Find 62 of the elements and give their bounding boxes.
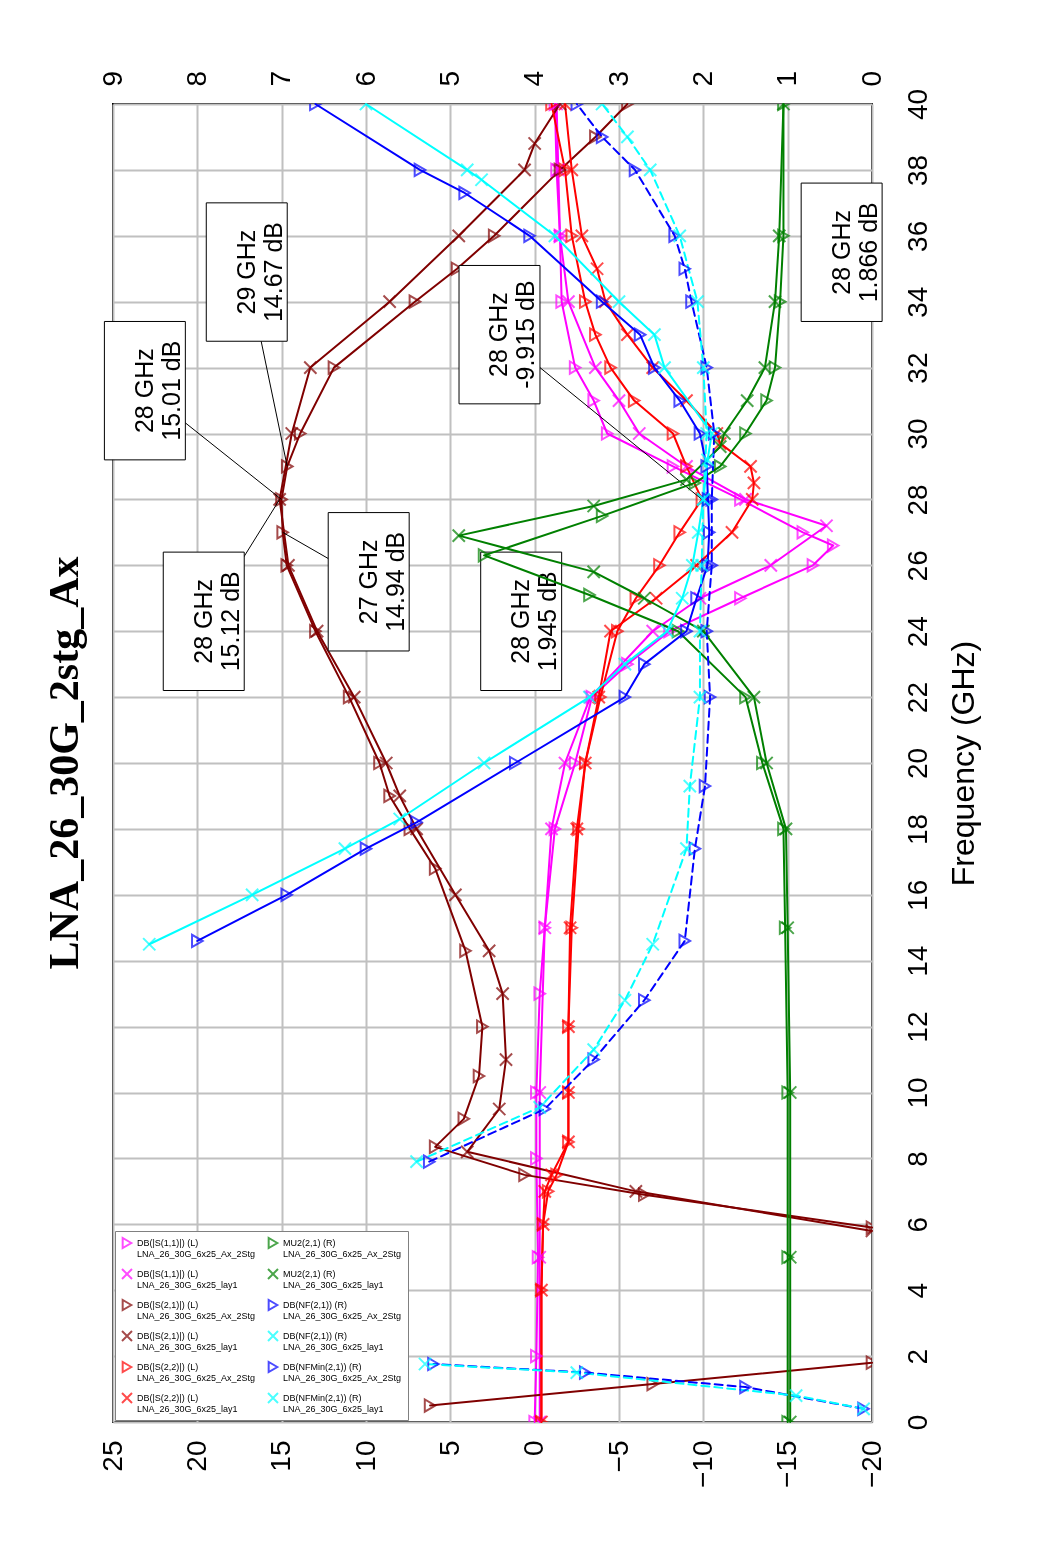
x-tick-label: −20 bbox=[855, 1440, 887, 1488]
legend-label: DB(|S(2,1)|) (L) LNA_26_30G_6x25_lay1 bbox=[137, 1331, 238, 1352]
y-tick-label: 10 bbox=[901, 1077, 933, 1109]
legend-label: DB(NF(2,1)) (R) LNA_26_30G_6x25_lay1 bbox=[283, 1331, 384, 1352]
y-tick-label: 26 bbox=[901, 550, 933, 582]
y-axis-title: Frequency (GHz) bbox=[944, 640, 981, 887]
x2-tick-label: 6 bbox=[349, 70, 381, 87]
annotation: 27 GHz 14.94 dB bbox=[353, 531, 409, 632]
legend-label: DB(NFMin(2,1)) (R) LNA_26_30G_6x25_lay1 bbox=[283, 1393, 384, 1414]
y-tick-label: 24 bbox=[901, 616, 933, 648]
y-tick-label: 40 bbox=[901, 88, 933, 121]
legend-label: MU2(2,1) (R) LNA_26_30G_6x25_lay1 bbox=[283, 1269, 384, 1290]
y-tick-label: 38 bbox=[901, 154, 933, 186]
y-tick-label: 4 bbox=[901, 1282, 933, 1299]
legend-label: DB(|S(2,2)|) (L) LNA_26_30G_6x25_Ax_2Stg bbox=[137, 1362, 256, 1383]
legend-label: MU2(2,1) (R) LNA_26_30G_6x25_Ax_2Stg bbox=[283, 1238, 402, 1259]
y-tick-label: 16 bbox=[901, 879, 933, 911]
legend-label: DB(|S(1,1)|) (L) LNA_26_30G_6x25_Ax_2Stg bbox=[137, 1238, 256, 1259]
y-tick-label: 34 bbox=[901, 286, 933, 318]
x-tick-label: 5 bbox=[433, 1440, 465, 1457]
y-tick-label: 36 bbox=[901, 220, 933, 252]
x2-tick-label: 3 bbox=[602, 70, 634, 87]
x2-tick-label: 0 bbox=[855, 70, 887, 87]
y-tick-label: 22 bbox=[901, 682, 933, 714]
annotation: 28 GHz 1.945 dB bbox=[506, 571, 562, 672]
text: LNA_26_30G_2stg_Ax bbox=[41, 556, 87, 970]
annotation: 28 GHz 15.12 dB bbox=[188, 571, 244, 672]
y-tick-label: 30 bbox=[901, 418, 933, 450]
annotation: 29 GHz 14.67 dB bbox=[231, 222, 287, 323]
annotation: 28 GHz 1.866 dB bbox=[826, 202, 882, 303]
y-tick-label: 8 bbox=[901, 1151, 933, 1167]
y-tick-label: 12 bbox=[901, 1011, 933, 1043]
y-tick-label: 0 bbox=[901, 1414, 933, 1431]
legend-label: DB(|S(1,1)|) (L) LNA_26_30G_6x25_lay1 bbox=[137, 1269, 238, 1290]
annotation: 28 GHz 15.01 dB bbox=[129, 340, 185, 441]
x-tick-label: −10 bbox=[686, 1440, 718, 1488]
x2-tick-label: 2 bbox=[686, 70, 718, 87]
y-tick-label: 14 bbox=[901, 945, 933, 977]
x-tick-label: 10 bbox=[349, 1440, 381, 1472]
y-tick-label: 20 bbox=[901, 747, 933, 780]
x2-tick-label: 8 bbox=[180, 70, 212, 87]
y-tick-label: 2 bbox=[901, 1348, 933, 1365]
x-tick-label: 25 bbox=[96, 1440, 128, 1472]
x-tick-label: −15 bbox=[771, 1440, 803, 1488]
annotation: 28 GHz -9.915 dB bbox=[484, 280, 540, 389]
x2-tick-label: 7 bbox=[265, 70, 297, 87]
x-tick-label: 15 bbox=[265, 1440, 297, 1472]
x-tick-label: −5 bbox=[602, 1440, 634, 1473]
legend-label: DB(NFMin(2,1)) (R) LNA_26_30G_6x25_Ax_2Stg bbox=[283, 1362, 402, 1383]
x2-tick-label: 1 bbox=[771, 70, 803, 87]
y-tick-label: 32 bbox=[901, 352, 933, 384]
legend-label: DB(|S(2,2)|) (L) LNA_26_30G_6x25_lay1 bbox=[137, 1393, 238, 1414]
x2-tick-label: 5 bbox=[433, 70, 465, 87]
x-tick-label: 0 bbox=[518, 1440, 550, 1457]
legend-label: DB(NF(2,1)) (R) LNA_26_30G_6x25_Ax_2Stg bbox=[283, 1300, 402, 1321]
legend-label: DB(|S(2,1)|) (L) LNA_26_30G_6x25_Ax_2Stg bbox=[137, 1300, 256, 1321]
x2-tick-label: 4 bbox=[518, 70, 550, 87]
y-tick-label: 28 bbox=[901, 484, 933, 516]
y-tick-label: 6 bbox=[901, 1217, 933, 1233]
x2-tick-label: 9 bbox=[96, 70, 128, 87]
y-tick-label: 18 bbox=[901, 813, 933, 845]
x-tick-label: 20 bbox=[180, 1440, 212, 1472]
